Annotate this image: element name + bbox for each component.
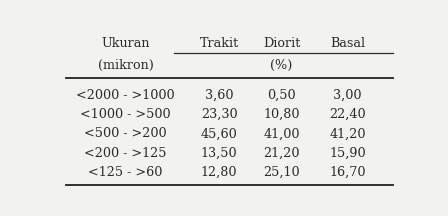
Text: 15,90: 15,90 [329,146,366,159]
Text: 41,20: 41,20 [329,127,366,140]
Text: <200 - >125: <200 - >125 [84,146,167,159]
Text: 3,60: 3,60 [205,89,233,102]
Text: <2000 - >1000: <2000 - >1000 [76,89,175,102]
Text: 12,80: 12,80 [201,166,237,179]
Text: <500 - >200: <500 - >200 [84,127,167,140]
Text: (mikron): (mikron) [98,59,153,72]
Text: 45,60: 45,60 [201,127,237,140]
Text: 0,50: 0,50 [267,89,296,102]
Text: 10,80: 10,80 [263,108,300,121]
Text: 21,20: 21,20 [263,146,300,159]
Text: Diorit: Diorit [263,37,300,50]
Text: Ukuran: Ukuran [101,37,150,50]
Text: Trakit: Trakit [199,37,239,50]
Text: 23,30: 23,30 [201,108,237,121]
Text: 3,00: 3,00 [333,89,362,102]
Text: <125 - >60: <125 - >60 [88,166,163,179]
Text: 16,70: 16,70 [329,166,366,179]
Text: 25,10: 25,10 [263,166,300,179]
Text: Basal: Basal [330,37,365,50]
Text: (%): (%) [271,59,293,72]
Text: 22,40: 22,40 [329,108,366,121]
Text: 13,50: 13,50 [201,146,237,159]
Text: 41,00: 41,00 [263,127,300,140]
Text: <1000 - >500: <1000 - >500 [80,108,171,121]
